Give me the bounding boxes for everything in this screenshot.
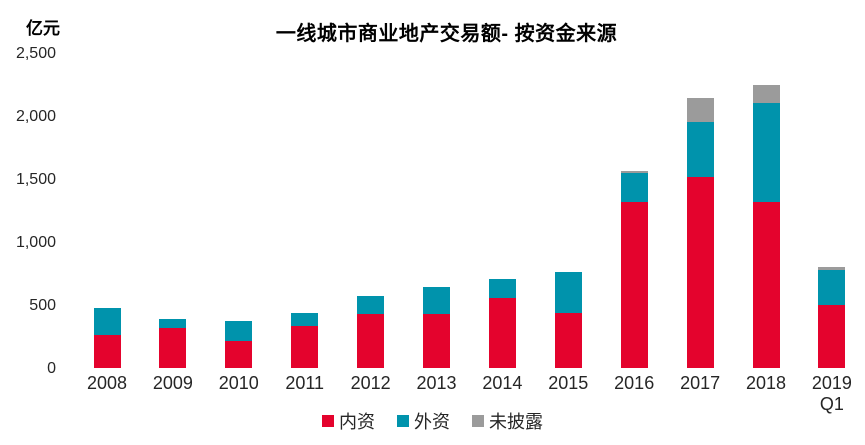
legend-label-undisclosed: 未披露: [489, 412, 543, 432]
bar-segment-外资-2010: [225, 321, 253, 341]
y-axis-tick-label: 0: [47, 359, 56, 377]
x-axis-label: 2017: [680, 373, 721, 393]
bar-segment-内资-2015: [554, 312, 582, 368]
bar-segment-内资-2009: [159, 328, 187, 368]
bar-segment-外资-2011: [291, 313, 319, 327]
x-axis-label: 2010: [218, 373, 259, 393]
legend-label-domestic: 内资: [339, 412, 375, 432]
bar-segment-外资-2013: [423, 287, 450, 314]
foreign-swatch-icon: [397, 415, 409, 427]
bar-segment-外资-2014: [488, 278, 516, 299]
x-axis-label: 2016: [614, 373, 655, 393]
bar-segment-未披露-2017: [686, 97, 714, 122]
undisclosed-swatch-icon: [472, 415, 484, 427]
bar-segment-内资-2018: [752, 201, 780, 368]
x-axis-label: 2019 Q1: [811, 373, 852, 414]
y-axis-unit-label: 亿元: [26, 19, 60, 38]
bar-segment-外资-2016: [620, 173, 648, 202]
x-axis-label: 2009: [152, 373, 193, 393]
y-axis-tick-label: 1,000: [15, 233, 56, 251]
bar-segment-内资-2012: [357, 313, 385, 368]
x-axis-label: 2014: [482, 373, 523, 393]
x-axis-label: 2015: [548, 373, 589, 393]
bar-segment-外资-2008: [93, 308, 121, 335]
x-axis-label: 2008: [86, 373, 128, 393]
bar-segment-外资-2018: [752, 103, 780, 202]
legend: 内资 外资 未披露: [0, 408, 865, 434]
y-axis-tick-label: 500: [29, 296, 56, 314]
x-axis-label: 2011: [285, 373, 325, 393]
bar-segment-内资-2013: [423, 313, 450, 368]
x-axis-label: 2012: [350, 373, 391, 393]
y-axis-tick-label: 1,500: [15, 170, 56, 188]
bar-segment-外资-2009: [159, 319, 187, 329]
bar-segment-外资-2012: [357, 295, 385, 314]
bar-segment-外资-2019-Q1: [818, 270, 846, 305]
domestic-swatch-icon: [322, 415, 334, 427]
y-axis-tick-label: 2,000: [15, 107, 56, 125]
bar-segment-外资-2015: [554, 271, 582, 313]
bar-segment-内资-2019-Q1: [818, 305, 846, 368]
chart-title: 一线城市商业地产交易额- 按资金来源: [275, 23, 618, 45]
bar-segment-内资-2016: [620, 201, 648, 368]
bar-segment-未披露-2019-Q1: [818, 266, 846, 271]
bar-segment-内资-2011: [291, 326, 319, 368]
x-axis-label: 2018: [745, 373, 787, 393]
bar-segment-内资-2017: [686, 177, 714, 368]
y-axis-tick-label: 2,500: [15, 44, 56, 62]
bar-segment-内资-2010: [225, 340, 253, 368]
x-axis-label: 2013: [416, 373, 457, 393]
bar-segment-未披露-2016: [620, 171, 648, 174]
legend-label-foreign: 外资: [414, 412, 450, 432]
legend-item-undisclosed: 未披露: [472, 408, 543, 434]
bar-segment-未披露-2018: [752, 85, 780, 104]
legend-item-foreign: 外资: [397, 408, 450, 434]
bar-segment-内资-2008: [93, 334, 121, 368]
bar-segment-外资-2017: [686, 121, 714, 178]
legend-item-domestic: 内资: [322, 408, 375, 434]
bar-segment-内资-2014: [488, 298, 516, 368]
